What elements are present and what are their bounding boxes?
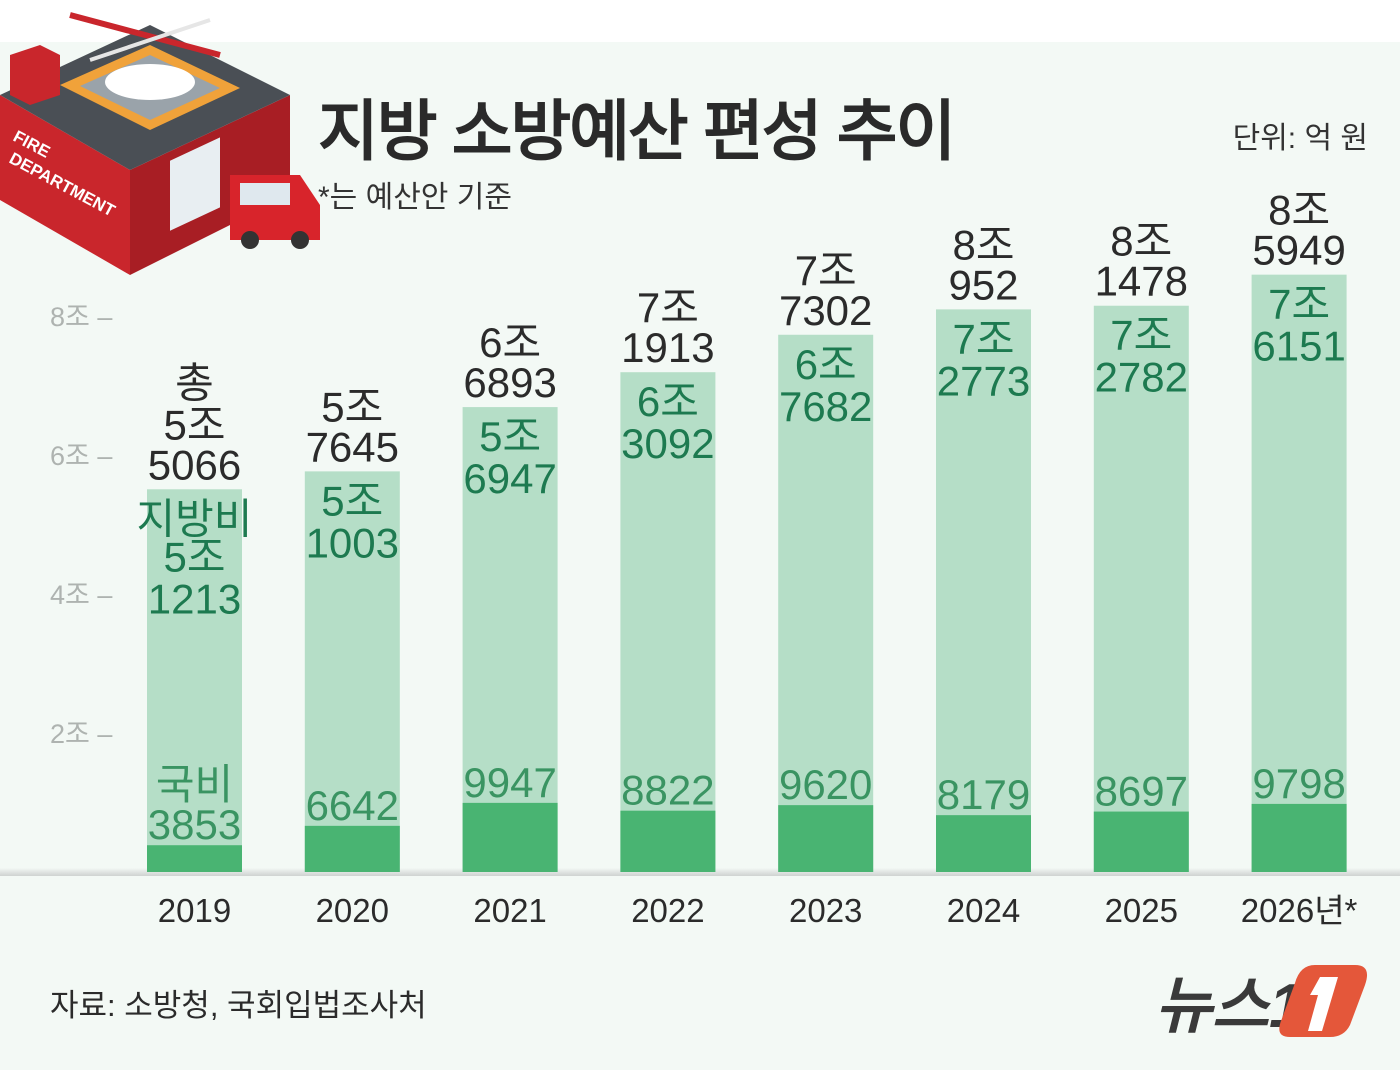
local-label-value: 1213 — [148, 575, 241, 622]
bar-national-2020 — [304, 825, 400, 872]
total-label-jo: 7조 — [637, 284, 699, 331]
total-label-jo: 8조 — [1110, 218, 1172, 265]
x-tick-label: 2026년* — [1241, 892, 1358, 929]
bar-national-2021 — [462, 802, 558, 872]
y-tick-label: 8조 – — [50, 302, 112, 332]
local-label-value: 7682 — [779, 383, 872, 430]
local-label-jo: 6조 — [795, 341, 857, 388]
local-label-value: 1003 — [306, 519, 399, 566]
total-label-jo: 8조 — [1268, 187, 1330, 234]
bar-local-2024 — [936, 309, 1031, 872]
bar-local-2026년* — [1251, 274, 1347, 873]
chart-title: 지방 소방예산 편성 추이 — [318, 94, 956, 168]
bar-national-2019 — [147, 845, 242, 872]
x-tick-label: 2023 — [789, 892, 862, 929]
total-label-value: 5066 — [148, 441, 241, 488]
total-label-jo: 5조 — [164, 401, 226, 448]
local-label-jo: 6조 — [637, 378, 699, 425]
local-label-value: 2782 — [1095, 354, 1188, 401]
bar-national-2026년* — [1251, 803, 1347, 872]
chart-subtitle: *는 예산안 기준 — [318, 181, 512, 214]
x-tick-label: 2021 — [473, 892, 546, 929]
x-tick-label: 2025 — [1105, 892, 1178, 929]
unit-label: 단위: 억 원 — [1232, 122, 1368, 155]
bar-national-2024 — [936, 815, 1031, 872]
logo-text: 뉴스1 — [1155, 972, 1304, 1040]
total-label-jo: 7조 — [795, 247, 857, 294]
total-prefix-label: 총 — [175, 359, 214, 406]
total-label-value: 7302 — [779, 287, 872, 334]
total-label-value: 952 — [948, 261, 1018, 308]
x-tick-label: 2019 — [158, 892, 231, 929]
local-label-value: 2773 — [937, 357, 1030, 404]
bar-local-2023 — [778, 334, 874, 872]
series-name-national: 국비 — [156, 761, 233, 808]
local-label-value: 3092 — [621, 420, 714, 467]
total-label-value: 1913 — [621, 324, 714, 371]
local-label-jo: 5조 — [321, 477, 383, 524]
local-label-jo: 5조 — [164, 533, 226, 580]
total-label-value: 1478 — [1095, 258, 1188, 305]
source-note: 자료: 소방청, 국회입법조사처 — [50, 988, 427, 1023]
local-label-value: 6151 — [1252, 323, 1345, 370]
total-label-jo: 6조 — [479, 319, 541, 366]
x-tick-label: 2020 — [316, 892, 389, 929]
total-label-jo: 5조 — [321, 383, 383, 430]
local-label-value: 6947 — [463, 455, 556, 502]
total-label-value: 5949 — [1252, 227, 1345, 274]
bar-local-2025 — [1093, 305, 1189, 872]
national-label-value: 3853 — [148, 801, 241, 848]
y-tick-label: 4조 – — [50, 580, 112, 610]
fire-station-illustration: FIRE DEPARTMENT — [0, 12, 320, 275]
local-label-jo: 5조 — [479, 413, 541, 460]
national-label-value: 6642 — [306, 782, 399, 829]
national-label-value: 9947 — [463, 759, 556, 806]
local-label-jo: 7조 — [1110, 312, 1172, 359]
bar-national-2025 — [1093, 811, 1189, 872]
bar-local-2020 — [304, 471, 400, 872]
y-tick-label: 2조 – — [50, 719, 112, 749]
bar-national-2022 — [620, 810, 716, 872]
local-label-jo: 7조 — [953, 315, 1015, 362]
local-label-jo: 7조 — [1268, 281, 1330, 328]
total-label-jo: 8조 — [953, 221, 1015, 268]
bar-national-2023 — [778, 805, 874, 872]
national-label-value: 8822 — [621, 767, 714, 814]
national-label-value: 9620 — [779, 761, 872, 808]
national-label-value: 9798 — [1252, 760, 1345, 807]
y-tick-label: 6조 – — [50, 441, 112, 471]
national-label-value: 8697 — [1095, 768, 1188, 815]
x-tick-label: 2022 — [631, 892, 704, 929]
total-label-value: 6893 — [463, 359, 556, 406]
series-name-local: 지방비 — [137, 495, 253, 542]
bar-local-2021 — [462, 407, 558, 872]
bar-local-2022 — [620, 372, 716, 872]
x-tick-label: 2024 — [947, 892, 1020, 929]
news1-logo: 뉴스1 — [1155, 965, 1368, 1040]
national-label-value: 8179 — [937, 771, 1030, 818]
bar-local-2019 — [147, 489, 242, 872]
total-label-value: 7645 — [306, 423, 399, 470]
